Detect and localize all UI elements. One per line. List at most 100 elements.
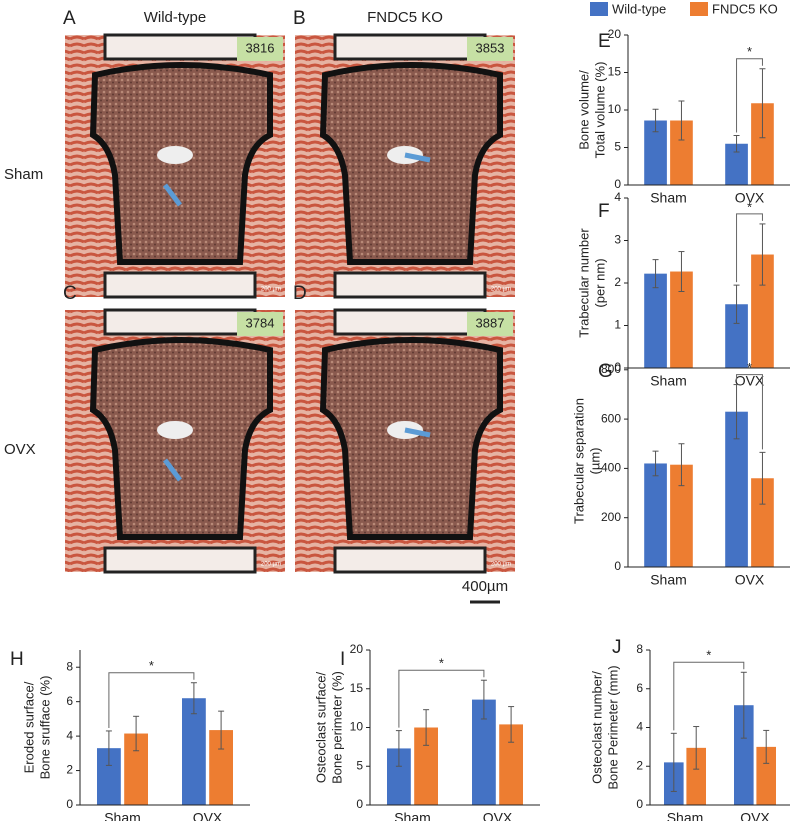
- legend-label: FNDC5 KO: [712, 1, 778, 16]
- panel-letter: J: [612, 637, 622, 658]
- bone-band: [103, 308, 257, 336]
- bar: [97, 748, 121, 805]
- y-tick-label: 0: [614, 360, 621, 374]
- x-tick-label: OVX: [735, 572, 765, 588]
- bar: [751, 254, 774, 368]
- y-tick-label: 15: [608, 65, 622, 79]
- bone-band: [103, 33, 257, 61]
- y-tick-label: 0: [614, 177, 621, 191]
- x-tick-label: Sham: [667, 810, 704, 821]
- bar: [124, 733, 148, 805]
- x-tick-label: OVX: [740, 810, 770, 821]
- y-tick-label: 2: [614, 275, 621, 289]
- bar: [670, 120, 693, 185]
- column-header: FNDC5 KO: [367, 9, 443, 26]
- y-tick-label: 20: [608, 27, 622, 41]
- panel-letter: F: [598, 201, 610, 222]
- bone-band: [103, 271, 257, 299]
- y-axis-label: Eroded surface/: [21, 681, 36, 773]
- x-tick-label: OVX: [193, 810, 223, 821]
- significance-label: *: [747, 44, 752, 59]
- bar: [499, 724, 523, 805]
- bar: [725, 411, 748, 567]
- y-axis-label: Bone volume/: [576, 70, 591, 150]
- y-tick-label: 0: [636, 797, 643, 811]
- significance-bracket: [736, 58, 763, 133]
- y-tick-label: 6: [636, 681, 643, 695]
- y-tick-label: 0: [356, 797, 363, 811]
- y-axis-label: Osteoclast number/: [589, 671, 604, 784]
- image-scale: 200 µm: [491, 562, 511, 568]
- y-tick-label: 4: [66, 728, 73, 742]
- bar: [472, 699, 496, 805]
- x-tick-label: Sham: [650, 572, 687, 588]
- count-box: [237, 37, 283, 61]
- arrow: [404, 152, 431, 163]
- x-tick-label: OVX: [483, 810, 513, 821]
- bar: [725, 304, 748, 368]
- y-tick-label: 3: [614, 233, 621, 247]
- row-label: Sham: [4, 166, 43, 183]
- x-tick-label: Sham: [394, 810, 431, 821]
- count-box: [467, 37, 513, 61]
- y-axis-label: Bone Perimeter (mm): [605, 665, 620, 789]
- bar: [644, 463, 667, 567]
- bar: [414, 727, 438, 805]
- x-tick-label: OVX: [735, 373, 765, 389]
- panel-letter: H: [10, 649, 24, 670]
- image-scale: 200 µm: [261, 287, 281, 293]
- bar: [725, 143, 748, 185]
- count-box: [237, 312, 283, 336]
- y-axis-label: Bone perimeter (%): [329, 671, 344, 784]
- arrow: [163, 458, 182, 482]
- y-tick-label: 1: [614, 318, 621, 332]
- significance-label: *: [706, 648, 711, 663]
- legend-swatch: [690, 2, 708, 16]
- y-tick-label: 8: [636, 642, 643, 656]
- y-tick-label: 800: [601, 362, 621, 376]
- count: 3853: [476, 40, 505, 55]
- bar: [751, 478, 774, 567]
- bone-band: [333, 33, 487, 61]
- bar: [644, 120, 667, 185]
- significance-bracket: [736, 213, 763, 283]
- bone-band: [333, 271, 487, 299]
- y-tick-label: 0: [614, 559, 621, 573]
- bone-band: [333, 546, 487, 574]
- y-axis-label: Trabecular separation: [571, 398, 586, 524]
- image-scale: 200 µm: [491, 287, 511, 293]
- panel-letter: C: [63, 283, 77, 304]
- y-tick-label: 4: [614, 190, 621, 204]
- y-tick-label: 2: [66, 763, 73, 777]
- bar: [734, 705, 754, 805]
- y-tick-label: 10: [350, 720, 364, 734]
- panel-letter: I: [340, 649, 345, 670]
- marrow-space: [157, 146, 193, 164]
- bar: [686, 747, 706, 805]
- bar: [387, 748, 411, 805]
- y-axis-label: Osteoclast surface/: [313, 671, 328, 783]
- panel-letter: D: [293, 283, 307, 304]
- panel-letter: G: [598, 361, 613, 382]
- y-tick-label: 600: [601, 411, 621, 425]
- y-tick-label: 15: [350, 681, 364, 695]
- arrow: [404, 427, 431, 438]
- bar: [751, 103, 774, 185]
- count-box: [467, 312, 513, 336]
- significance-bracket: [673, 661, 745, 731]
- y-tick-label: 4: [636, 720, 643, 734]
- count: 3784: [246, 315, 275, 330]
- y-tick-label: 5: [356, 758, 363, 772]
- y-tick-label: 5: [614, 140, 621, 154]
- legend-label: Wild-type: [612, 1, 666, 16]
- column-header: Wild-type: [144, 9, 207, 26]
- y-axis-label: (µm): [587, 448, 602, 475]
- significance-bracket: [736, 374, 763, 450]
- y-tick-label: 20: [350, 642, 364, 656]
- significance-label: *: [149, 658, 154, 673]
- arrow: [163, 183, 182, 207]
- x-tick-label: Sham: [650, 373, 687, 389]
- x-tick-label: Sham: [104, 810, 141, 821]
- bar: [209, 730, 233, 805]
